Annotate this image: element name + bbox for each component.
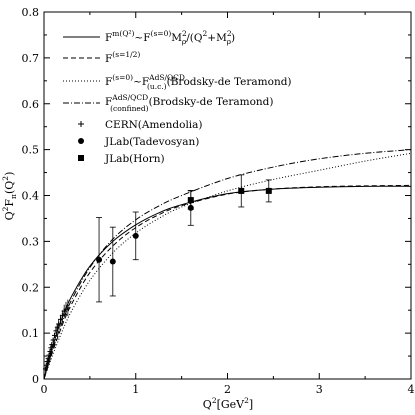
legend-label-1: Fm(Q²)~F(s=0)M2 ρ/(Q2+M2 ρ) — [105, 29, 235, 46]
y-axis-title: Q2Fπ(Q2) — [1, 172, 18, 221]
marker-square — [265, 187, 272, 194]
data-point-plus — [48, 345, 54, 351]
marker-square — [187, 197, 194, 204]
x-tick-label-1: 1 — [132, 383, 139, 396]
legend-marker-plus — [78, 121, 84, 127]
plot-frame — [43, 11, 412, 380]
x-tick-label-3: 3 — [316, 383, 323, 396]
legend-marker-square — [78, 155, 84, 161]
y-tick-label-0.5: 0.5 — [22, 144, 40, 157]
legend-label-2: F(s=1/2) — [105, 50, 140, 65]
y-tick-label-0: 0 — [32, 373, 39, 386]
data-point-square — [265, 179, 272, 203]
data-point-plus — [49, 342, 55, 348]
legend-label-horn: JLab(Horn) — [104, 153, 165, 165]
y-tick-label-0.1: 0.1 — [22, 327, 40, 340]
x-tick-label-2: 2 — [224, 383, 231, 396]
x-axis-title: Q2[GeV2] — [203, 396, 253, 411]
data-point-square — [187, 190, 194, 210]
data-point-square — [238, 174, 245, 208]
legend-marker-circle — [78, 138, 84, 144]
y-tick-label-0.4: 0.4 — [22, 190, 40, 203]
legend-label-tadevosyan: JLab(Tadevosyan) — [104, 136, 199, 148]
data-point-plus — [50, 337, 56, 343]
data-point-circle — [96, 217, 103, 303]
legend-label-3: F(s=0)~FAdS/QCD (u.c.)(Brodsky-de Teramon… — [105, 73, 292, 91]
data-point-plus — [43, 362, 49, 368]
legend-label-4: FAdS/QCD (confined)(Brodsky-de Teramond) — [105, 93, 274, 113]
x-tick-label-0: 0 — [41, 383, 48, 396]
legend-label-cern: CERN(Amendolia) — [105, 119, 203, 131]
y-tick-label-0.2: 0.2 — [22, 281, 40, 294]
data-point-plus — [65, 299, 71, 317]
data-point-plus — [46, 352, 52, 358]
x-tick-label-4: 4 — [408, 383, 415, 396]
data-point-plus — [47, 348, 53, 354]
y-tick-label-0.3: 0.3 — [22, 235, 40, 248]
data-point-plus — [45, 355, 51, 361]
data-point-circle — [109, 226, 116, 297]
marker-square — [238, 187, 245, 194]
y-tick-label-0.6: 0.6 — [22, 98, 40, 111]
data-points-layer — [42, 174, 272, 372]
data-point-circle — [132, 211, 139, 261]
y-tick-label-0.7: 0.7 — [22, 52, 40, 65]
data-point-plus — [44, 359, 50, 365]
y-tick-label-0.8: 0.8 — [22, 6, 40, 19]
curve-dotted — [43, 152, 412, 380]
marker-circle — [96, 256, 103, 263]
marker-circle — [132, 232, 139, 239]
ticks-layer: 0 1 2 3 4 0 0.1 0.2 0.3 0.4 0.5 0.6 0.7 0.8 — [22, 6, 415, 396]
marker-circle — [109, 258, 116, 265]
data-point-plus — [52, 332, 58, 339]
legend: Fm(Q²)~F(s=0)M2 ρ/(Q2+M2 ρ) F(s=1/2) F(s=0… — [63, 29, 292, 165]
